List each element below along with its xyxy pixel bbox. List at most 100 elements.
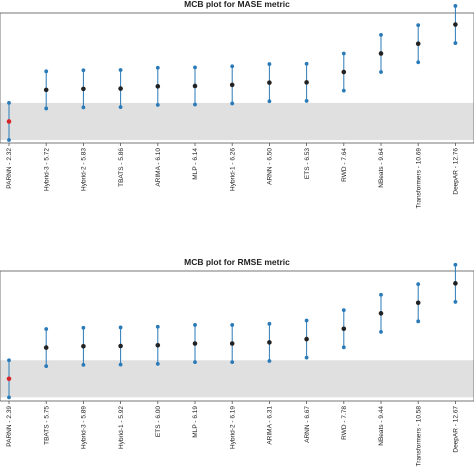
rmse-interval-upper-cap [453,262,458,267]
rmse-tick-label: MLP - 6.19 [192,406,199,438]
rmse-mean-point [118,343,123,349]
mase-plot-frame [0,12,474,144]
mase-interval-upper-cap [304,61,309,66]
mase-interval-lower-cap [341,88,346,93]
rmse-tick-label: NBeats - 9.44 [378,406,385,446]
mase-tick-label: TBATS - 5.86 [118,148,125,187]
rmse-mean-point [81,344,86,349]
mase-marks-layer [6,4,458,142]
rmse-tick-label: PARNN - 2.39 [6,406,13,447]
mase-interval-lower-cap [230,101,235,106]
mase-interval-lower-cap [267,99,272,104]
rmse-shaded-band [0,360,474,398]
mase-interval-lower-cap [193,102,197,107]
rmse-interval-upper-cap [379,292,383,297]
mase-tick-label: ETS - 6.53 [304,148,311,179]
rmse-tick-label: Transformers - 10.58 [415,406,422,467]
rmse-interval-lower-cap [416,319,421,324]
mase-interval-upper-cap [81,68,86,73]
mase-tick-label: MLP - 6.14 [192,148,199,180]
mase-mean-point [81,86,86,92]
mase-interval-upper-cap [193,65,197,70]
mase-mean-point [6,119,12,124]
mase-interval-lower-cap [7,138,11,142]
rmse-mean-point [378,311,384,316]
mase-interval-upper-cap [341,51,346,56]
rmse-plot-frame [0,270,474,402]
mase-mean-point [415,41,421,47]
rmse-interval-lower-cap [453,300,458,304]
mase-mean-point [453,22,458,27]
mase-tick-label: Hybrid-1 - 6.26 [229,148,236,191]
rmse-interval-upper-cap [304,318,309,323]
mase-interval-lower-cap [44,106,49,111]
rmse-interval-upper-cap [341,308,346,313]
rmse-tick-label: ARNN - 6.67 [304,406,311,443]
rmse-tick-label: Hybrid-2 - 6.19 [229,406,236,449]
mase-tick-labels-layer: PARNN - 2.32 Hybrid-3 - 5.72 Hybrid-2 - 5.… [6,143,460,209]
rmse-interval-lower-cap [267,359,272,363]
mase-mean-point [267,80,272,85]
mase-interval-upper-cap [416,23,421,28]
mase-band-layer [0,102,474,141]
rmse-mcb-panel: MCB plot for RMSE metric PARNN - 2.39 TBA… [0,257,474,466]
mase-tick-label: Hybrid-3 - 5.72 [43,148,50,191]
rmse-mean-point [192,341,198,346]
rmse-interval-lower-cap [7,395,11,400]
rmse-chart-title: MCB plot for RMSE metric [184,257,290,267]
mase-interval-lower-cap [81,105,86,110]
rmse-tick-label: ARIMA - 6.31 [267,406,274,445]
mase-mean-point [192,83,198,89]
rmse-interval-upper-cap [81,325,86,330]
mase-tick-label: ARIMA - 6.10 [155,148,162,187]
rmse-mean-point [229,341,235,346]
rmse-interval-lower-cap [44,364,49,369]
mase-mean-point [229,82,235,88]
rmse-mean-point [6,376,12,382]
rmse-tick-label: TBATS - 5.75 [43,406,50,445]
mase-mean-point [155,84,161,89]
rmse-interval-upper-cap [44,327,49,331]
rmse-tick-label: RWD - 7.78 [341,406,348,440]
mase-tick-label: RWD - 7.64 [341,148,348,182]
mase-interval-lower-cap [304,99,309,103]
rmse-interval-lower-cap [118,362,123,367]
mase-interval-lower-cap [118,105,123,110]
mase-tick-label: NBeats - 9.64 [378,148,385,188]
mase-chart-title: MCB plot for MASE metric [184,0,290,9]
mase-interval-lower-cap [155,103,160,107]
mase-interval-upper-cap [118,68,123,72]
rmse-interval-upper-cap [193,323,197,327]
rmse-interval-lower-cap [230,360,235,364]
rmse-interval-upper-cap [118,325,123,330]
rmse-interval-lower-cap [379,330,383,334]
rmse-marks-layer [6,262,458,400]
mase-interval-upper-cap [230,64,235,69]
mase-interval-upper-cap [453,4,458,8]
mase-tick-label: ARNN - 6.50 [267,148,274,185]
rmse-interval-upper-cap [267,321,272,326]
rmse-interval-lower-cap [304,355,309,360]
rmse-tick-label: Hybrid-3 - 5.89 [81,406,88,449]
mase-tick-label: Transformers - 10.69 [415,148,422,209]
rmse-tick-labels-layer: PARNN - 2.39 TBATS - 5.75 Hybrid-3 - 5.89 H… [6,401,460,467]
mase-tick-label: DeepAR - 12.76 [453,148,460,195]
mase-interval-lower-cap [416,60,421,65]
rmse-mean-point [267,340,272,345]
rmse-interval-upper-cap [7,358,11,363]
rmse-tick-label: DeepAR - 12.67 [453,406,460,453]
rmse-tick-label: Hybrid-1 - 5.92 [118,406,125,449]
rmse-interval-lower-cap [193,360,197,364]
rmse-mean-point [155,342,161,348]
mase-interval-upper-cap [7,100,11,105]
rmse-mean-point [415,300,421,306]
mase-shaded-band [0,102,474,141]
mase-interval-upper-cap [267,62,272,66]
rmse-mean-point [453,281,458,286]
rmse-interval-lower-cap [341,345,346,350]
mase-mcb-panel: MCB plot for MASE metric PARNN - 2.32 Hyb… [0,0,474,208]
rmse-mean-point [341,326,347,332]
rmse-interval-lower-cap [81,362,86,367]
rmse-mean-point [304,336,309,342]
